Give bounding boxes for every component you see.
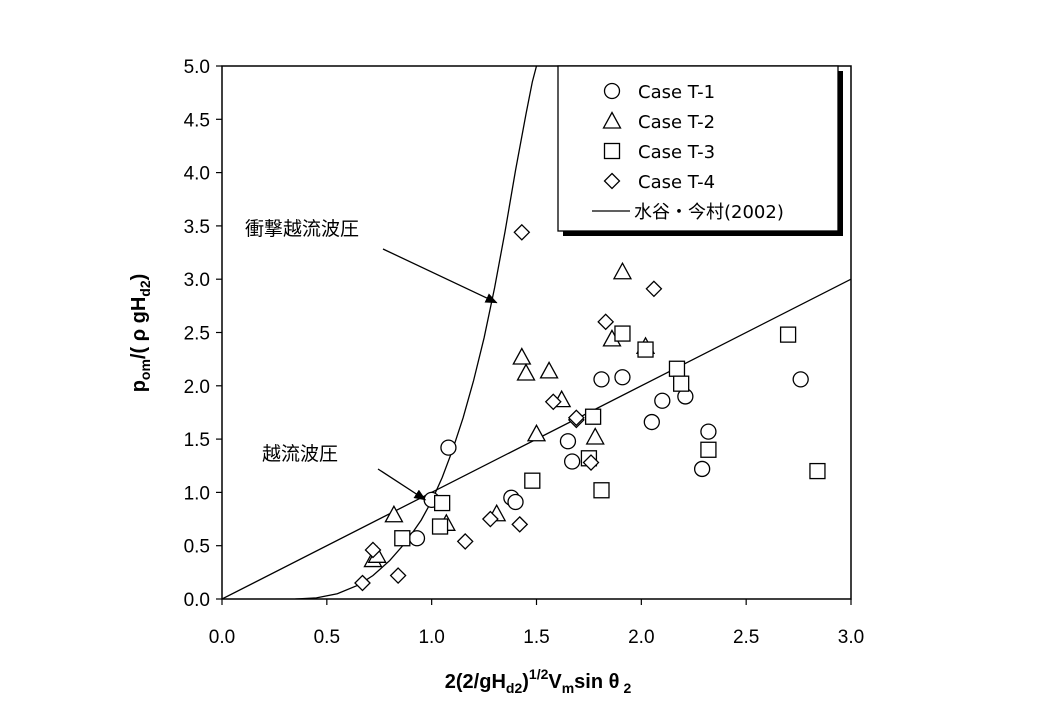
x-tick-label: 1.5	[523, 627, 549, 648]
legend-label: 水谷・今村(2002)	[634, 202, 784, 223]
circle-point	[559, 433, 577, 450]
diamond-point	[481, 510, 499, 528]
circle-point	[654, 392, 671, 409]
y-tick-label: 2.0	[184, 377, 210, 398]
legend-label: Case T-2	[638, 112, 715, 133]
circle-point	[792, 371, 809, 388]
y-tick-label: 0.5	[184, 537, 210, 558]
plot-area: 0.0 0.5 1.0 1.5 2.0 2.5 3.0 0.0 0.5 1.0 1.5 2.0 2.5 3…	[184, 57, 865, 648]
circle-point	[408, 530, 426, 547]
y-tick-label: 4.5	[184, 110, 210, 131]
legend: Case T-1 Case T-2 Case T-3 Case T-4 水谷・今村(20…	[557, 65, 843, 236]
y-tick-label: 1.0	[184, 483, 210, 504]
circle-point	[693, 460, 711, 478]
diamond-point	[389, 567, 407, 584]
diamond-point	[582, 454, 600, 471]
diamond-point	[597, 313, 615, 331]
x-tick-label: 2.5	[733, 627, 759, 648]
annotation-impact-pressure: 衝撃越流波圧	[245, 218, 359, 240]
triangle-point	[384, 504, 404, 523]
diamond-point	[645, 280, 663, 298]
circle-point	[507, 493, 524, 511]
legend-label: Case T-4	[638, 172, 715, 193]
annotation-arrow-overflow	[377, 468, 427, 501]
circle-point	[614, 369, 631, 386]
triangle-point	[612, 261, 633, 280]
legend-diamond-swatch	[603, 172, 621, 190]
circle-point	[563, 453, 581, 470]
legend-circle-swatch	[603, 82, 621, 100]
circle-point	[593, 371, 610, 388]
legend-label: Case T-3	[638, 142, 715, 163]
square-point	[431, 518, 449, 535]
circle-point	[440, 439, 457, 456]
triangle-point	[585, 427, 605, 445]
square-point	[700, 441, 717, 458]
x-tick-label: 0.5	[314, 627, 340, 648]
x-tick-label: 3.0	[838, 627, 864, 648]
annotation-arrow-impact	[382, 248, 498, 304]
square-point	[637, 341, 654, 358]
square-point	[584, 408, 602, 425]
triangle-point	[516, 363, 536, 381]
diamond-point	[513, 223, 531, 241]
triangle-point	[539, 361, 559, 379]
diamond-point	[456, 533, 474, 550]
y-tick-label: 1.5	[184, 430, 210, 451]
y-tick-label: 3.0	[184, 270, 210, 291]
legend-square-swatch	[603, 142, 621, 160]
diamond-point	[511, 515, 529, 533]
annotation-overflow-pressure: 越流波圧	[262, 443, 338, 465]
x-tick-label: 1.0	[418, 627, 444, 648]
square-point	[524, 472, 541, 489]
y-tick-label: 0.0	[184, 590, 210, 611]
square-point	[614, 325, 631, 342]
square-point	[673, 375, 690, 392]
y-tick-label: 4.0	[184, 164, 210, 185]
x-tick-label: 2.0	[628, 627, 654, 648]
legend-label: Case T-1	[638, 82, 715, 103]
y-tick-label: 2.5	[184, 324, 210, 345]
diamond-point	[354, 574, 371, 592]
square-point	[593, 482, 610, 499]
square-point	[779, 326, 797, 343]
circle-point	[700, 423, 717, 440]
diamond-point	[544, 393, 562, 411]
y-tick-label: 3.5	[184, 217, 210, 238]
circle-point	[643, 413, 660, 431]
square-point	[394, 530, 411, 547]
x-tick-label: 0.0	[209, 627, 235, 648]
triangle-point	[526, 423, 547, 442]
square-point	[809, 462, 826, 480]
square-point	[668, 360, 686, 377]
diamond-point	[567, 409, 585, 427]
triangle-point	[512, 347, 532, 365]
diamond-point	[364, 541, 382, 559]
legend-triangle-swatch	[602, 111, 622, 129]
y-tick-label: 5.0	[184, 57, 210, 78]
series-layer	[222, 66, 851, 599]
square-point	[433, 494, 451, 512]
y-axis-label: pom/( ρ gHd2)	[128, 274, 153, 393]
